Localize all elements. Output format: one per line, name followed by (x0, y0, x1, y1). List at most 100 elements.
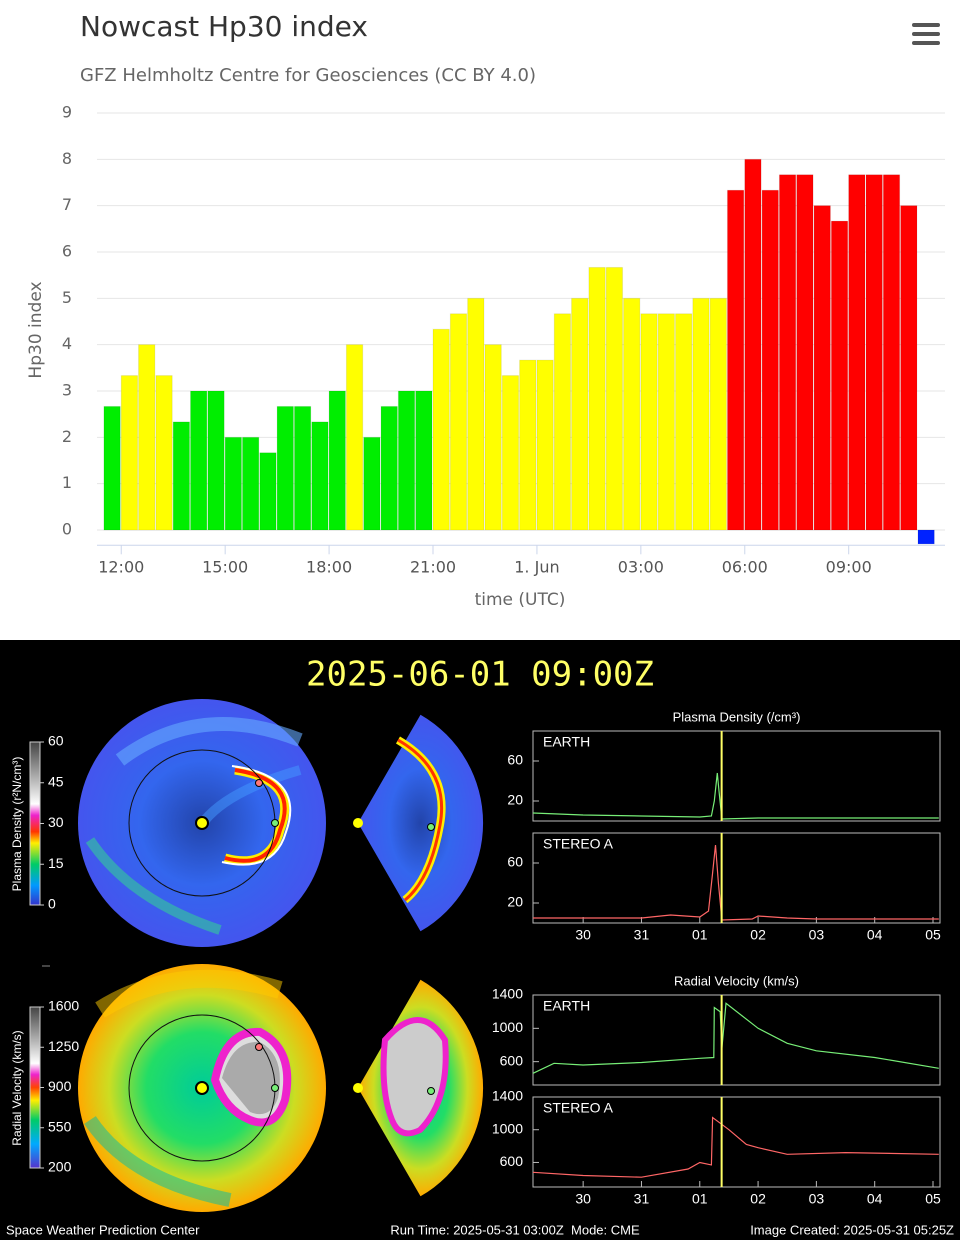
panel-frame (532, 1096, 941, 1188)
velocity-polar-plot (78, 964, 484, 1212)
bar (605, 266, 624, 531)
bar (449, 313, 468, 531)
bar (397, 390, 416, 531)
bar (778, 174, 797, 531)
footer-center: Run Time: 2025-05-31 03:00Z Mode: CME (390, 1222, 640, 1237)
x-tick-label: 31 (634, 1191, 650, 1207)
footer-right: Image Created: 2025-05-31 05:25Z (750, 1222, 954, 1237)
bar (138, 344, 156, 531)
x-tick-label: 15:00 (202, 558, 248, 577)
chart-title: Nowcast Hp30 index (80, 10, 368, 43)
bar (761, 189, 779, 531)
bar (623, 297, 641, 531)
bar (865, 174, 883, 531)
bar (345, 344, 364, 531)
cme-front (397, 738, 444, 902)
bar (882, 174, 901, 531)
x-tick-label: 03:00 (618, 558, 664, 577)
bar (380, 405, 398, 531)
bar (640, 313, 658, 531)
bar (432, 328, 450, 531)
panel-frame (532, 994, 941, 1086)
x-tick-label: 30 (575, 1191, 591, 1207)
series-line (532, 772, 939, 820)
colorbar-tick-label: 30 (48, 814, 64, 830)
simulation-panel: 2025-06-01 09:00Z (0, 640, 960, 1240)
menu-bar[interactable] (912, 23, 940, 27)
sun (195, 816, 209, 830)
bar (311, 421, 329, 531)
menu-bar[interactable] (912, 41, 940, 45)
sun (353, 1083, 363, 1093)
series-line (532, 1002, 939, 1074)
y-tick-label: 2 (62, 427, 72, 446)
bar (709, 297, 727, 531)
bar (224, 436, 242, 531)
colorbar (29, 1006, 41, 1169)
bar (328, 390, 346, 531)
menu-button[interactable] (912, 23, 940, 45)
y-tick-label: 6 (62, 242, 72, 261)
bar (900, 205, 918, 531)
bar (588, 266, 606, 531)
timestamp: 2025-06-01 09:00Z (306, 655, 654, 695)
bar (207, 390, 225, 531)
y-tick-label: 4 (62, 334, 72, 353)
x-tick-label: 02 (750, 1191, 766, 1207)
sun (195, 1081, 209, 1095)
x-tick-label: 05 (925, 1191, 941, 1207)
bar (813, 205, 831, 531)
colorbar-tick-label: 550 (48, 1118, 72, 1134)
earth-marker (271, 1084, 279, 1092)
colorbar-tick-label: 0 (48, 896, 56, 912)
velocity-swirl (84, 1116, 232, 1207)
x-tick-label: 21:00 (410, 558, 456, 577)
earth-marker (427, 823, 435, 831)
cme-front (221, 765, 292, 866)
bar (241, 436, 260, 531)
bar (657, 313, 675, 531)
panel-label: STEREO A (543, 836, 614, 852)
bar (536, 359, 554, 531)
y-tick-label: 1000 (492, 1019, 523, 1035)
x-tick-label: 12:00 (98, 558, 144, 577)
panel-frame (532, 730, 941, 822)
cme-ejecta (222, 1041, 280, 1115)
y-tick-label: 1000 (492, 1120, 523, 1136)
bar (415, 390, 433, 531)
colorbar-tick-label: 15 (48, 855, 64, 871)
y-tick-label: 60 (507, 752, 523, 768)
stereo-a-marker (255, 779, 263, 787)
bar (796, 174, 814, 531)
bar (692, 297, 710, 531)
colorbar-tick-label: 1600 (48, 998, 79, 1014)
x-tick-label: 01 (692, 1191, 708, 1207)
panel-title: Plasma Density (/cm³) (673, 709, 801, 724)
colorbar-tick-label: 1250 (48, 1038, 79, 1054)
menu-bar[interactable] (912, 32, 940, 36)
colorbar-label: Radial Velocity (km/s) (10, 1030, 24, 1145)
y-tick-label: 60 (507, 854, 523, 870)
bar (553, 313, 572, 531)
y-tick-label: 3 (62, 381, 72, 400)
bar (172, 421, 191, 531)
x-tick-label: 03 (809, 927, 825, 943)
density-wedge (358, 714, 484, 932)
x-axis-label: time (UTC) (475, 590, 566, 610)
bar (276, 405, 294, 531)
bar (674, 313, 693, 531)
earth-marker (271, 819, 279, 827)
bar (363, 436, 381, 531)
y-tick-label: 7 (62, 195, 72, 214)
bar (259, 452, 277, 531)
panel-label: STEREO A (543, 1100, 614, 1116)
footer-left: Space Weather Prediction Center (6, 1222, 200, 1237)
y-tick-label: 8 (62, 149, 72, 168)
colorbar-label: Plasma Density (r²N/cm³) (10, 757, 24, 892)
x-tick-label: 04 (867, 1191, 883, 1207)
bar (744, 158, 762, 531)
colorbar (29, 741, 41, 906)
y-tick-label: 20 (507, 894, 523, 910)
panel-frame (532, 832, 941, 924)
